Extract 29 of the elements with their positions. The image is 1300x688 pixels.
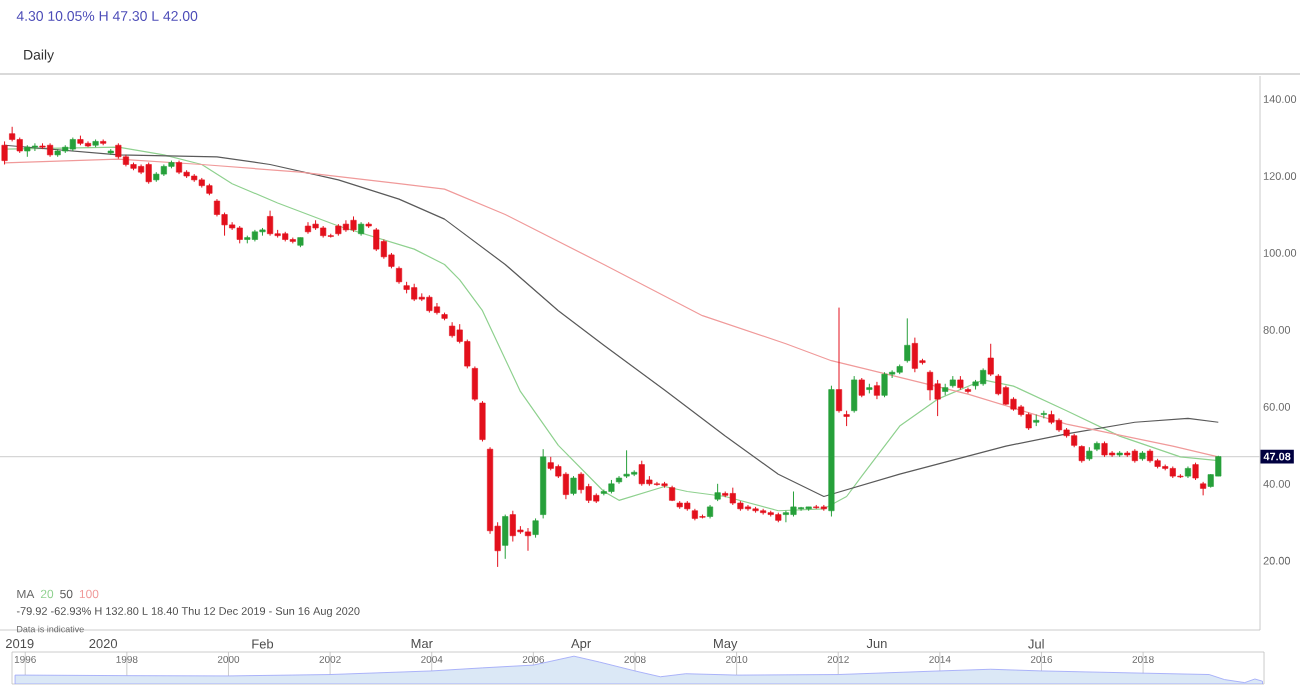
candlestick xyxy=(987,343,994,377)
candlestick xyxy=(881,371,888,398)
candlestick xyxy=(798,506,805,512)
candlestick xyxy=(638,460,645,487)
candlestick xyxy=(653,481,660,487)
candlestick xyxy=(904,317,911,364)
candlestick xyxy=(927,369,934,401)
candlestick xyxy=(524,527,532,552)
candlestick xyxy=(502,514,509,560)
candlestick xyxy=(851,375,858,414)
candlestick xyxy=(509,510,516,543)
candlestick xyxy=(858,377,865,398)
candlestick xyxy=(145,162,152,185)
candlestick xyxy=(373,227,380,252)
candlestick xyxy=(623,449,630,479)
candlestick xyxy=(479,400,486,442)
candlestick xyxy=(532,517,539,539)
candlestick xyxy=(1200,481,1207,496)
candlestick xyxy=(267,210,274,237)
candlestick xyxy=(578,471,585,494)
candlestick xyxy=(562,471,569,500)
candlestick xyxy=(835,307,843,414)
line-series xyxy=(3,158,1219,458)
candlestick xyxy=(570,475,577,496)
candlestick xyxy=(744,504,752,512)
candlestick xyxy=(911,337,918,373)
candlestick xyxy=(1,140,8,165)
candlestick xyxy=(790,491,797,518)
candlestick xyxy=(782,510,789,523)
